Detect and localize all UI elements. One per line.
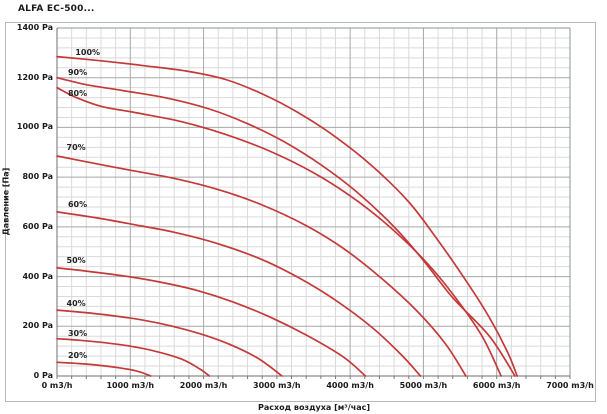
fan-curve-40% bbox=[56, 309, 283, 377]
x-tick-label: 7000 m3/h bbox=[546, 381, 594, 390]
x-tick-label: 3000 m3/h bbox=[253, 381, 301, 390]
x-tick-label: 0 m3/h bbox=[41, 381, 73, 390]
x-axis-title: Расход воздуха [м³/час] bbox=[257, 403, 371, 412]
curve-label-60%: 60% bbox=[67, 200, 88, 210]
x-tick-label: 6000 m3/h bbox=[472, 381, 521, 390]
fan-curve-30% bbox=[56, 337, 211, 377]
y-tick-label: 1400 Pa bbox=[16, 23, 53, 32]
curve-label-90%: 90% bbox=[67, 68, 88, 78]
curve-label-40%: 40% bbox=[66, 299, 86, 309]
y-axis-title: Давление [Па] bbox=[1, 167, 11, 236]
y-tick-label: 400 Pa bbox=[22, 271, 53, 281]
x-tick-label: 1000 m3/h bbox=[106, 381, 155, 390]
curve-label-50%: 50% bbox=[66, 256, 86, 266]
chart-panel bbox=[5, 22, 596, 402]
fan-curve-50% bbox=[56, 267, 367, 377]
curve-label-80%: 80% bbox=[67, 88, 88, 98]
y-tick-label: 1000 Pa bbox=[16, 122, 53, 132]
y-tick-label: 1200 Pa bbox=[16, 72, 53, 82]
curve-label-100%: 100% bbox=[75, 47, 101, 57]
y-tick-label: 800 Pa bbox=[22, 172, 53, 182]
x-tick-label: 5000 m3/h bbox=[399, 381, 448, 390]
fan-curve-100% bbox=[56, 55, 519, 377]
page-title: ALFA EC-500... bbox=[18, 4, 95, 14]
y-tick-label: 200 Pa bbox=[22, 321, 53, 331]
fan-curve-20% bbox=[56, 361, 152, 377]
x-tick-label: 2000 m3/h bbox=[179, 381, 228, 390]
fan-curve-70% bbox=[56, 155, 467, 377]
curve-label-70%: 70% bbox=[66, 143, 86, 153]
y-tick-label: 0 Pa bbox=[33, 371, 53, 380]
curve-label-20%: 20% bbox=[67, 350, 88, 360]
fan-curve-90% bbox=[56, 76, 516, 377]
y-tick-label: 600 Pa bbox=[22, 221, 53, 231]
fan-curve-60% bbox=[56, 211, 422, 377]
fan-curve-80% bbox=[56, 86, 502, 377]
curve-label-30%: 30% bbox=[67, 328, 88, 338]
x-tick-label: 4000 m3/h bbox=[326, 381, 374, 390]
